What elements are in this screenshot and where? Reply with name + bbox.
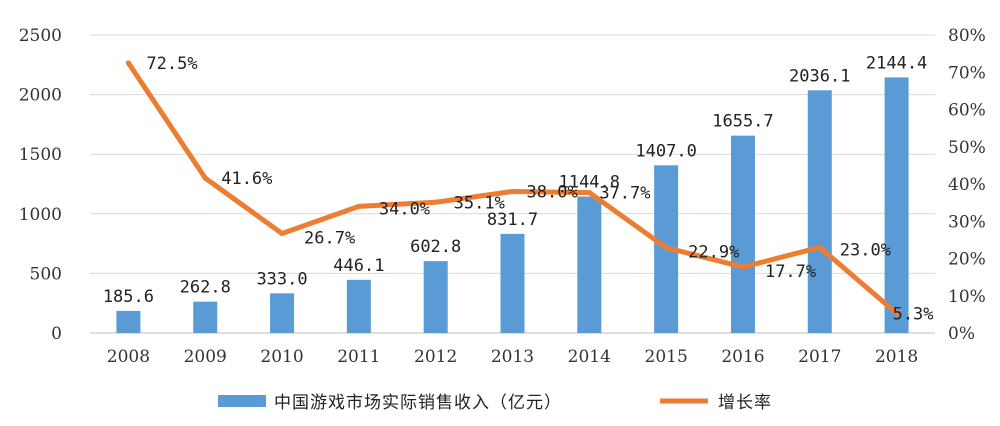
bar-data-label: 2036.1 xyxy=(789,66,850,86)
line-data-label: 5.3% xyxy=(893,304,934,324)
right-axis-ticks: 0% 10% 20% 30% 40% 50% 60% 70% 80% xyxy=(948,26,986,344)
bar-data-label: 1407.0 xyxy=(635,141,696,161)
bar-data-label: 831.7 xyxy=(487,210,538,230)
left-axis-tick-label: 1000 xyxy=(19,205,62,225)
growth-point-2016 xyxy=(740,264,746,270)
bar-2014 xyxy=(577,196,602,333)
bar-data-label: 602.8 xyxy=(410,237,461,257)
x-axis-tick-label: 2010 xyxy=(260,347,303,367)
line-data-label: 22.9% xyxy=(688,243,739,263)
growth-point-2012 xyxy=(433,199,439,205)
bar-2016 xyxy=(730,135,755,333)
right-axis-tick-label: 30% xyxy=(948,212,986,232)
legend-bar-swatch xyxy=(218,395,266,407)
legend-line-label: 增长率 xyxy=(718,393,772,413)
x-axis-tick-label: 2012 xyxy=(414,347,457,367)
bar-2012 xyxy=(423,261,448,333)
bar-data-label: 262.8 xyxy=(180,278,231,298)
x-axis-ticks: 2008 2009 2010 2011 2012 2013 2014 2015 2016 2017… xyxy=(107,347,918,367)
growth-point-2011 xyxy=(356,203,362,209)
x-axis-tick-label: 2009 xyxy=(184,347,227,367)
left-axis-tick-label: 2000 xyxy=(19,86,62,106)
x-axis-tick-label: 2013 xyxy=(491,347,534,367)
left-axis-tick-label: 2500 xyxy=(19,26,62,46)
gridlines xyxy=(90,34,935,334)
growth-point-2014 xyxy=(586,190,592,196)
right-axis-tick-label: 10% xyxy=(948,287,986,307)
right-axis-tick-label: 70% xyxy=(948,63,986,83)
x-axis-tick-label: 2014 xyxy=(568,347,611,367)
bar-2018 xyxy=(884,77,909,334)
bar-series xyxy=(116,77,909,334)
x-axis-tick-label: 2008 xyxy=(107,347,150,367)
x-axis-tick-label: 2015 xyxy=(645,347,688,367)
bar-data-label: 446.1 xyxy=(333,256,384,276)
x-axis-tick-label: 2018 xyxy=(875,347,918,367)
right-axis-tick-label: 80% xyxy=(948,26,986,46)
bar-data-label: 185.6 xyxy=(103,287,154,307)
bar-2008 xyxy=(116,310,141,333)
growth-point-2009 xyxy=(202,175,208,181)
legend-bar-label: 中国游戏市场实际销售收入（亿元） xyxy=(274,393,562,413)
line-data-label: 23.0% xyxy=(840,240,891,260)
line-data-label: 26.7% xyxy=(304,229,355,249)
bar-2010 xyxy=(270,293,295,333)
growth-point-2008 xyxy=(125,60,131,66)
growth-point-2010 xyxy=(279,231,285,237)
line-data-label: 41.6% xyxy=(221,169,272,189)
right-axis-tick-label: 50% xyxy=(948,138,986,158)
line-data-labels: 72.5% 41.6% 26.7% 34.0% 35.1% 38.0% 37.7% 22.9%… xyxy=(146,54,933,324)
growth-point-2018 xyxy=(894,310,900,316)
legend: 中国游戏市场实际销售收入（亿元） 增长率 xyxy=(218,393,772,413)
left-axis-tick-label: 0 xyxy=(51,324,62,344)
line-data-label: 72.5% xyxy=(146,54,197,74)
bar-2017 xyxy=(807,90,832,334)
right-axis-tick-label: 0% xyxy=(948,324,975,344)
line-data-label: 38.0% xyxy=(527,182,578,202)
x-axis-tick-label: 2011 xyxy=(337,347,380,367)
left-axis-tick-label: 1500 xyxy=(19,145,62,165)
line-data-label: 37.7% xyxy=(599,184,650,204)
line-data-label: 17.7% xyxy=(765,262,816,282)
right-axis-tick-label: 60% xyxy=(948,101,986,121)
x-axis-tick-label: 2016 xyxy=(721,347,764,367)
line-data-label: 34.0% xyxy=(379,199,430,219)
bar-2011 xyxy=(346,279,371,333)
left-axis-tick-label: 500 xyxy=(30,264,62,284)
growth-point-2013 xyxy=(510,188,515,194)
growth-point-2017 xyxy=(817,244,823,250)
right-axis-tick-label: 40% xyxy=(948,175,986,195)
bar-data-label: 1655.7 xyxy=(712,112,773,132)
growth-point-2015 xyxy=(663,245,669,251)
line-data-label: 35.1% xyxy=(454,193,505,213)
bar-data-label: 333.0 xyxy=(256,269,307,289)
x-axis-tick-label: 2017 xyxy=(798,347,841,367)
right-axis-tick-label: 20% xyxy=(948,250,986,270)
growth-line-series xyxy=(125,60,900,316)
left-axis-ticks: 0 500 1000 1500 2000 2500 xyxy=(19,26,62,344)
bar-data-label: 1144.8 xyxy=(559,173,620,193)
bar-data-label: 2144.4 xyxy=(866,53,927,73)
bar-data-labels: 185.6 262.8 333.0 446.1 602.8 831.7 1144.8 1407… xyxy=(103,53,927,306)
bar-2009 xyxy=(193,301,218,333)
bar-2013 xyxy=(500,233,525,333)
